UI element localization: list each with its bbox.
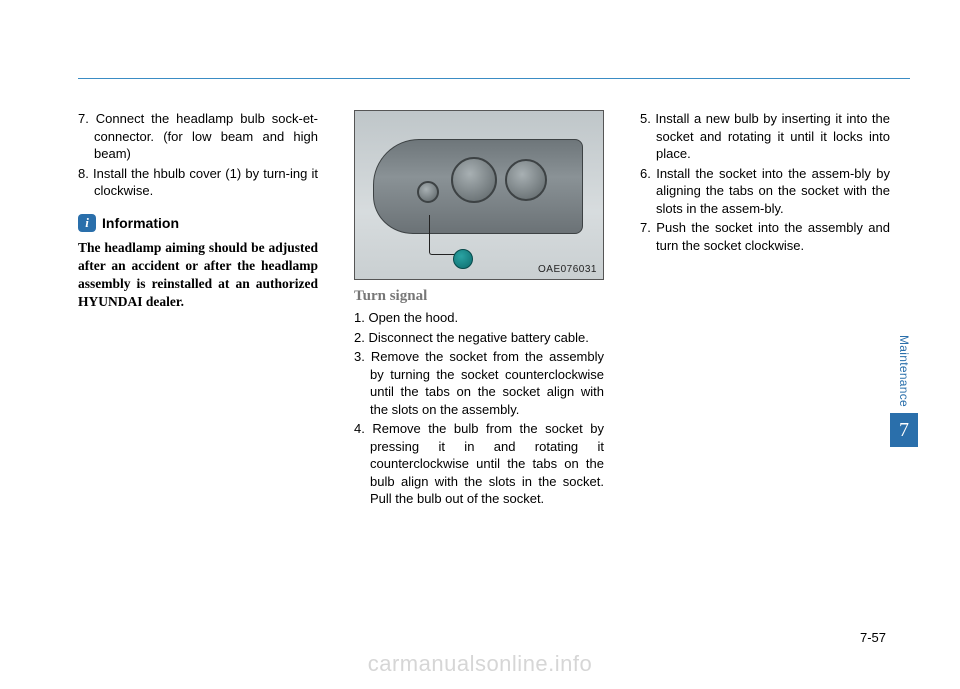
step-7: 7. Connect the headlamp bulb sock-et-con… [78,110,318,163]
headlamp-figure: OAE076031 [354,110,604,280]
information-heading: i Information [78,214,318,233]
ts-step-5: 5. Install a new bulb by inserting it in… [640,110,890,163]
lamp-circle-3 [417,181,439,203]
column-3: 5. Install a new bulb by inserting it in… [640,110,890,256]
column-1: 7. Connect the headlamp bulb sock-et-con… [78,110,318,312]
lamp-circle-2 [505,159,547,201]
step-8: 8. Install the hbulb cover (1) by turn-i… [78,165,318,200]
chapter-number: 7 [890,413,918,447]
page-number: 7-57 [860,630,886,645]
manual-page: 7. Connect the headlamp bulb sock-et-con… [0,0,960,689]
ts-step-1: 1. Open the hood. [354,309,604,327]
ts-step-3: 3. Remove the socket from the assembly b… [354,348,604,418]
column-2: OAE076031 Turn signal 1. Open the hood. … [354,110,604,510]
top-rule [78,78,910,79]
chapter-tab: Maintenance 7 [890,335,918,447]
watermark: carmanualsonline.info [0,651,960,677]
turn-signal-socket [453,249,473,269]
ts-step-6: 6. Install the socket into the assem-bly… [640,165,890,218]
information-body: The headlamp aiming should be adjusted a… [78,239,318,312]
lamp-circle-1 [451,157,497,203]
ts-step-7: 7. Push the socket into the assembly and… [640,219,890,254]
ts-step-2: 2. Disconnect the negative battery cable… [354,329,604,347]
ts-step-4: 4. Remove the bulb from the socket by pr… [354,420,604,508]
info-icon: i [78,214,96,232]
figure-caption: OAE076031 [538,264,597,275]
turn-signal-steps: 1. Open the hood. 2. Disconnect the nega… [354,309,604,508]
chapter-label: Maintenance [897,335,911,407]
turn-signal-heading: Turn signal [354,288,604,305]
information-label: Information [102,214,179,233]
